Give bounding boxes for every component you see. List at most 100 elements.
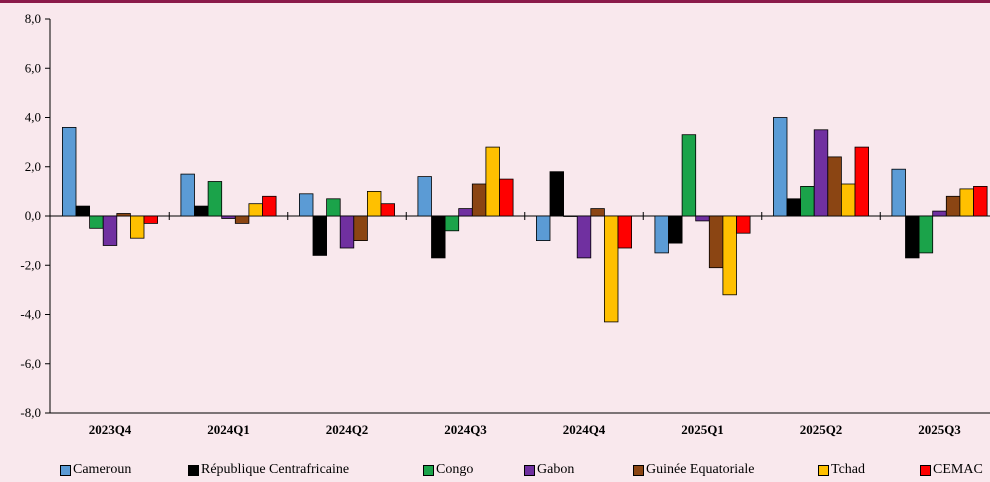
- bar-guin-e-equatoriale-2024q2: [353, 215, 368, 242]
- bar-cemac-2024q4: [617, 215, 633, 249]
- bar-gabon-2025q2: [813, 129, 829, 217]
- y-tick-label: 6,0: [25, 60, 41, 75]
- y-tick-label: -2,0: [20, 257, 41, 272]
- bar-guin-e-equatoriale-2025q2: [827, 156, 842, 217]
- bar-tchad-2025q1: [722, 215, 737, 296]
- y-tick-label: -8,0: [20, 405, 41, 420]
- y-tick-label: 0,0: [25, 208, 41, 223]
- bar-tchad-2024q2: [366, 190, 382, 217]
- bar-congo-2024q4: [563, 215, 578, 217]
- bar-guin-e-equatoriale-2025q1: [708, 215, 724, 269]
- legend-swatch: [188, 464, 199, 476]
- bar-congo-2025q1: [681, 134, 697, 217]
- bars-group: [62, 117, 988, 323]
- bar-cameroun-2025q3: [891, 168, 906, 217]
- top-border-bar: [0, 0, 990, 3]
- bar-gabon-2023q4: [102, 215, 118, 246]
- bar-cemac-2024q3: [499, 178, 514, 217]
- x-category-label: 2024Q3: [444, 422, 487, 437]
- legend-item-r-publique-centrafricaine: République Centrafricaine: [188, 462, 349, 478]
- bar-gabon-2024q3: [458, 208, 473, 217]
- bar-gabon-2024q2: [339, 215, 355, 249]
- bar-congo-2025q3: [918, 215, 934, 254]
- bar-congo-2024q2: [326, 198, 341, 217]
- bar-guin-e-equatoriale-2025q3: [945, 195, 961, 217]
- legend-label: Guinée Equatoriale: [646, 462, 755, 477]
- bar-cemac-2025q3: [973, 185, 988, 217]
- bar-guin-e-equatoriale-2024q1: [234, 215, 250, 224]
- bar-cameroun-2025q1: [654, 215, 669, 254]
- bar-cameroun-2024q4: [536, 215, 551, 242]
- bar-tchad-2024q3: [485, 146, 500, 217]
- bar-cameroun-2024q2: [298, 193, 314, 217]
- bar-gabon-2025q1: [695, 215, 710, 222]
- y-tick-label: 2,0: [25, 159, 41, 174]
- bar-r-publique-centrafricaine-2024q4: [549, 171, 565, 217]
- bar-congo-2025q2: [800, 185, 815, 217]
- legend-swatch: [633, 464, 644, 476]
- bar-cemac-2024q1: [262, 195, 277, 217]
- bar-r-publique-centrafricaine-2024q3: [431, 215, 446, 259]
- x-axis-category-labels: 2023Q4 2024Q1 2024Q2 2024Q3 2024Q4 2025Q1 2025…: [89, 422, 962, 437]
- x-category-label: 2025Q2: [800, 422, 843, 437]
- x-category-label: 2025Q1: [681, 422, 724, 437]
- bar-tchad-2024q4: [604, 215, 619, 323]
- y-axis-tick-labels: -8,0 -6,0 -4,0 -2,0 0,0 2,0 4,0 6,0 8,0: [20, 11, 41, 420]
- bar-tchad-2024q1: [248, 203, 263, 217]
- x-category-label: 2024Q2: [326, 422, 369, 437]
- legend-item-tchad: Tchad: [818, 462, 865, 478]
- y-tick-label: 4,0: [25, 110, 41, 125]
- legend-item-guin-e-equatoriale: Guinée Equatoriale: [633, 462, 754, 478]
- bar-cemac-2024q2: [380, 203, 396, 217]
- legend-swatch: [920, 464, 931, 476]
- legend-label: Congo: [436, 462, 474, 477]
- legend-item-cemac: CEMAC: [920, 462, 983, 478]
- bar-guin-e-equatoriale-2024q3: [471, 183, 487, 217]
- bar-congo-2023q4: [89, 215, 104, 229]
- bar-r-publique-centrafricaine-2025q3: [905, 215, 920, 259]
- bar-congo-2024q3: [444, 215, 460, 232]
- bar-cemac-2023q4: [143, 215, 159, 224]
- x-category-label: 2025Q3: [918, 422, 961, 437]
- bar-cemac-2025q1: [736, 215, 751, 234]
- bar-gabon-2024q1: [221, 215, 236, 219]
- bar-r-publique-centrafricaine-2024q2: [312, 215, 328, 256]
- legend-label: Tchad: [831, 462, 866, 477]
- x-category-label: 2024Q4: [563, 422, 606, 437]
- bar-gabon-2024q4: [576, 215, 592, 259]
- y-tick-label: -4,0: [20, 307, 41, 322]
- y-tick-label: -6,0: [20, 356, 41, 371]
- legend-label: CEMAC: [933, 462, 983, 477]
- legend-item-cameroun: Cameroun: [60, 462, 131, 478]
- bar-cameroun-2024q3: [417, 176, 432, 217]
- legend-swatch: [524, 464, 535, 476]
- bar-r-publique-centrafricaine-2024q1: [194, 205, 209, 217]
- bar-r-publique-centrafricaine-2023q4: [75, 205, 91, 217]
- bar-cameroun-2025q2: [773, 117, 788, 217]
- bar-tchad-2023q4: [129, 215, 145, 239]
- legend-label: République Centrafricaine: [201, 462, 350, 477]
- x-category-label: 2023Q4: [89, 422, 132, 437]
- legend-label: Gabon: [537, 462, 575, 477]
- legend-label: Cameroun: [73, 462, 132, 477]
- legend-item-gabon: Gabon: [524, 462, 574, 478]
- bar-r-publique-centrafricaine-2025q1: [668, 215, 683, 244]
- bar-chart: -8,0-6,0-4,0-2,00,02,04,06,08,0 2023Q4 20…: [20, 11, 990, 437]
- bar-guin-e-equatoriale-2023q4: [116, 213, 131, 217]
- bar-cameroun-2024q1: [180, 173, 195, 217]
- bar-cameroun-2023q4: [62, 127, 77, 217]
- legend-swatch: [818, 464, 829, 476]
- bar-cemac-2025q2: [854, 146, 870, 217]
- bar-congo-2024q1: [207, 181, 223, 217]
- legend-item-congo: Congo: [423, 462, 473, 478]
- bar-tchad-2025q3: [959, 188, 974, 217]
- bar-tchad-2025q2: [841, 183, 856, 217]
- bar-gabon-2025q3: [932, 210, 947, 217]
- x-category-label: 2024Q1: [207, 422, 250, 437]
- bar-guin-e-equatoriale-2024q4: [590, 208, 605, 217]
- legend-swatch: [423, 464, 434, 476]
- legend-swatch: [60, 464, 71, 476]
- bar-r-publique-centrafricaine-2025q2: [786, 198, 802, 217]
- chart-legend: Cameroun République Centrafricaine Congo Ga…: [0, 462, 990, 482]
- y-tick-label: 8,0: [25, 11, 41, 26]
